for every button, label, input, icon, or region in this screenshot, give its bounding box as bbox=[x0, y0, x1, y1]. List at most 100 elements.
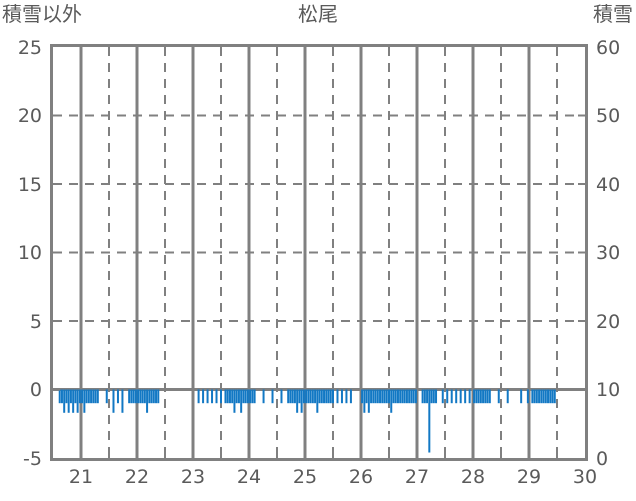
bar-series bbox=[58, 389, 556, 453]
bar bbox=[376, 389, 379, 404]
bar bbox=[231, 389, 234, 404]
x-axis-tick-24: 24 bbox=[236, 466, 262, 488]
bar bbox=[426, 389, 429, 404]
bar bbox=[327, 389, 330, 404]
bar bbox=[128, 389, 131, 404]
x-axis-tick-23: 23 bbox=[180, 466, 206, 488]
bar bbox=[349, 389, 352, 404]
bar bbox=[220, 389, 222, 404]
bar bbox=[72, 389, 75, 413]
bar bbox=[370, 389, 373, 404]
bar bbox=[414, 389, 417, 404]
bar bbox=[92, 389, 95, 404]
bar bbox=[538, 389, 541, 404]
bar bbox=[318, 389, 321, 404]
bar bbox=[76, 389, 79, 413]
bar bbox=[237, 389, 240, 404]
bar bbox=[320, 389, 323, 404]
bar bbox=[441, 389, 444, 404]
bar bbox=[197, 389, 200, 404]
bar bbox=[484, 389, 487, 404]
bar bbox=[396, 389, 399, 404]
bar bbox=[531, 389, 534, 404]
bar bbox=[215, 389, 218, 404]
bar bbox=[211, 389, 214, 404]
plot-inner bbox=[53, 47, 585, 458]
bar bbox=[374, 389, 377, 404]
bar bbox=[132, 389, 135, 404]
bar bbox=[226, 389, 229, 404]
right-axis-tick-10: 10 bbox=[596, 379, 621, 401]
bar bbox=[390, 389, 393, 413]
bar bbox=[253, 389, 256, 404]
bar bbox=[121, 389, 124, 413]
axis-tick-marks bbox=[53, 47, 585, 458]
bar bbox=[152, 389, 155, 404]
bar bbox=[139, 389, 142, 404]
bar bbox=[83, 389, 86, 413]
bar bbox=[316, 389, 319, 413]
bar bbox=[291, 389, 294, 404]
bar bbox=[345, 389, 348, 404]
bar bbox=[307, 389, 310, 404]
bar bbox=[90, 389, 93, 404]
bar bbox=[475, 389, 478, 404]
left-axis-tick--5: -5 bbox=[23, 447, 42, 470]
bar bbox=[224, 389, 227, 404]
bar bbox=[112, 389, 115, 413]
bar bbox=[146, 389, 149, 413]
bar bbox=[421, 389, 424, 404]
bar bbox=[85, 389, 88, 404]
bar bbox=[65, 389, 68, 404]
bar bbox=[549, 389, 552, 404]
bar bbox=[435, 389, 438, 404]
bar bbox=[340, 389, 343, 404]
bar bbox=[60, 389, 63, 404]
bar bbox=[520, 389, 523, 404]
bar bbox=[363, 389, 366, 413]
x-axis-tick-25: 25 bbox=[292, 466, 318, 488]
x-axis-tick-30: 30 bbox=[572, 466, 598, 488]
bar bbox=[540, 389, 543, 404]
bar bbox=[302, 389, 305, 404]
bar bbox=[81, 389, 84, 404]
bar bbox=[58, 389, 61, 404]
right-axis-tick-30: 30 bbox=[596, 242, 621, 264]
bar bbox=[271, 389, 274, 404]
bar bbox=[403, 389, 406, 404]
bar bbox=[392, 389, 395, 404]
right-axis-tick-40: 40 bbox=[596, 173, 621, 196]
bar bbox=[379, 389, 382, 404]
x-axis-tick-26: 26 bbox=[348, 466, 374, 488]
bar bbox=[325, 389, 328, 404]
bar bbox=[506, 389, 509, 404]
chart-title: 松尾 bbox=[298, 2, 338, 26]
bar bbox=[410, 389, 413, 404]
plot-area bbox=[50, 44, 588, 461]
bar bbox=[293, 389, 296, 404]
right-axis-unit-label: 積雪 bbox=[593, 2, 633, 26]
bar bbox=[296, 389, 299, 413]
bar bbox=[365, 389, 368, 404]
left-axis-tick-10: 10 bbox=[17, 242, 42, 264]
bar bbox=[67, 389, 70, 413]
bar bbox=[206, 389, 209, 404]
right-axis-tick-0: 0 bbox=[596, 447, 609, 470]
bar bbox=[78, 389, 81, 404]
bar bbox=[96, 389, 99, 404]
bar bbox=[87, 389, 90, 404]
bar bbox=[372, 389, 375, 404]
bar bbox=[473, 389, 476, 404]
bar bbox=[459, 389, 462, 404]
x-axis-tick-27: 27 bbox=[404, 466, 430, 488]
x-axis-tick-29: 29 bbox=[516, 466, 542, 488]
bar bbox=[105, 389, 108, 404]
bar bbox=[542, 389, 545, 404]
bar bbox=[287, 389, 290, 404]
bar bbox=[94, 389, 97, 404]
bar bbox=[497, 389, 500, 404]
left-axis-unit-label: 積雪以外 bbox=[2, 2, 82, 26]
bar bbox=[468, 389, 471, 404]
bar bbox=[311, 389, 314, 404]
